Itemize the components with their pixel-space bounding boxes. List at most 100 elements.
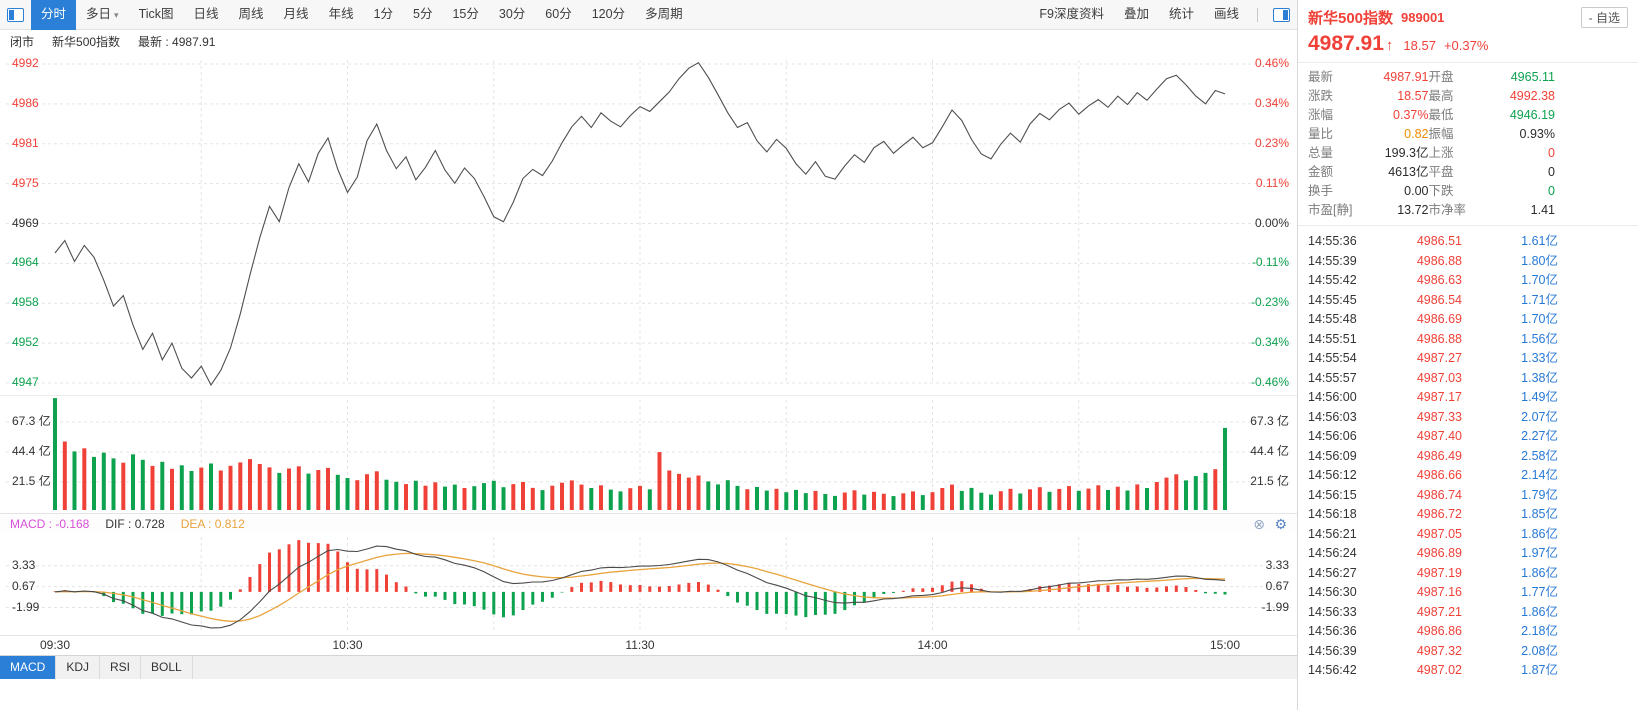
time-axis-label: 15:00: [1209, 638, 1241, 652]
tick-row[interactable]: 14:56:33 4987.21 1.86亿: [1298, 603, 1638, 623]
indicator-tab-macd[interactable]: MACD: [0, 656, 57, 679]
tick-row[interactable]: 14:56:39 4987.32 2.08亿: [1298, 642, 1638, 662]
stat-value-low: 4946.19: [1509, 108, 1555, 122]
tick-volume: 1.71亿: [1521, 292, 1558, 307]
tick-row[interactable]: 14:56:15 4986.74 1.79亿: [1298, 486, 1638, 506]
bottom-filler: [0, 679, 1297, 710]
stat-value-flat: 0: [1548, 165, 1555, 179]
stat-value-amount: 4613亿: [1388, 165, 1429, 179]
toolbar-item-overlay[interactable]: 叠加: [1123, 7, 1149, 21]
stat-value-amplitude: 0.93%: [1519, 127, 1555, 141]
panel-toggle-right-icon[interactable]: [1273, 7, 1290, 22]
tick-volume: 2.58亿: [1521, 448, 1558, 463]
tick-row[interactable]: 14:56:03 4987.33 2.07亿: [1298, 408, 1638, 428]
stat-label-change: 涨跌: [1308, 89, 1334, 103]
indicator-tab-boll[interactable]: BOLL: [141, 656, 193, 679]
time-axis-label: 11:30: [625, 638, 655, 652]
tick-row[interactable]: 14:56:21 4987.05 1.86亿: [1298, 525, 1638, 545]
toolbar-tab-min30[interactable]: 30分: [498, 7, 526, 21]
stat-label-pe-static: 市盈[静]: [1308, 203, 1353, 217]
toolbar-tab-duori[interactable]: 多日 ▾: [86, 7, 119, 21]
toolbar-tab-min1[interactable]: 1分: [373, 7, 394, 21]
indicator-tab-kdj[interactable]: KDJ: [56, 656, 101, 679]
tick-time: 14:56:15: [1308, 487, 1357, 502]
watchlist-toggle-button[interactable]: - 自选: [1580, 7, 1628, 28]
tick-row[interactable]: 14:55:57 4987.03 1.38亿: [1298, 369, 1638, 389]
toolbar-tab-fenshi[interactable]: 分时: [31, 0, 77, 30]
tick-price: 4987.40: [1416, 429, 1462, 443]
tick-row[interactable]: 14:55:48 4986.69 1.70亿: [1298, 310, 1638, 330]
macd-chart-svg: [6, 537, 1291, 631]
toolbar-tab-min5[interactable]: 5分: [413, 7, 433, 21]
intraday-price-line: [54, 61, 1226, 387]
tick-volume: 2.27亿: [1521, 429, 1558, 443]
tick-row[interactable]: 14:55:42 4986.63 1.70亿: [1298, 271, 1638, 291]
toolbar-item-statistics[interactable]: 统计: [1168, 7, 1194, 21]
tick-volume: 1.61亿: [1521, 234, 1558, 248]
stat-value-pb-ratio: 1.41: [1530, 203, 1555, 217]
toolbar-item-draw-line[interactable]: 画线: [1213, 7, 1239, 21]
tick-time: 14:56:06: [1308, 429, 1357, 443]
up-arrow-icon: ↑: [1385, 37, 1394, 54]
tick-volume: 1.86亿: [1521, 604, 1558, 619]
tick-price: 4987.02: [1416, 663, 1462, 677]
toolbar-tab-monthly[interactable]: 月线: [283, 7, 309, 21]
tick-row[interactable]: 14:56:12 4986.66 2.14亿: [1298, 466, 1638, 486]
tick-row[interactable]: 14:55:51 4986.88 1.56亿: [1298, 330, 1638, 350]
toolbar-tabs: 分时 多日 ▾ Tick图 日线 周线 月线 年线 1分 5分 15分 30分 60分 120分 多周期: [31, 0, 693, 30]
tick-row[interactable]: 14:56:09 4986.49 2.58亿: [1298, 447, 1638, 467]
stat-label-latest: 最新: [1308, 70, 1334, 84]
toolbar-tab-min60[interactable]: 60分: [545, 7, 572, 21]
quote-panel: 新华500指数 989001 - 自选 4987.91 ↑ 18.57 +0.3…: [1297, 0, 1638, 710]
tick-price: 4986.86: [1416, 624, 1462, 638]
tick-row[interactable]: 14:56:36 4986.86 2.18亿: [1298, 622, 1638, 642]
toolbar-tab-min15[interactable]: 15分: [452, 7, 479, 21]
tick-volume: 2.18亿: [1521, 624, 1558, 638]
tick-row[interactable]: 14:56:00 4987.17 1.49亿: [1298, 388, 1638, 408]
price-chart-pane[interactable]: 4992 4986 4981 4975 4969 4964 4958 4952 4947 0.46…: [0, 52, 1297, 395]
tick-time: 14:55:39: [1308, 253, 1357, 268]
tick-row[interactable]: 14:56:30 4987.16 1.77亿: [1298, 583, 1638, 603]
tick-time: 14:55:51: [1308, 331, 1357, 346]
stat-label-amplitude: 振幅: [1428, 127, 1454, 141]
close-indicator-icon[interactable]: ⊗: [1253, 516, 1265, 532]
toolbar-tab-tick[interactable]: Tick图: [138, 7, 174, 21]
volume-chart-svg: [6, 398, 1291, 510]
tick-time: 14:55:42: [1308, 273, 1357, 287]
tick-row[interactable]: 14:55:45 4986.54 1.71亿: [1298, 291, 1638, 311]
tick-volume: 1.97亿: [1521, 546, 1558, 560]
tick-price: 4986.51: [1416, 234, 1462, 248]
stat-label-pb-ratio: 市净率: [1428, 203, 1467, 217]
toolbar-tab-daily[interactable]: 日线: [193, 7, 219, 21]
toolbar-tab-multi-period[interactable]: 多周期: [645, 7, 683, 21]
toolbar-tab-min120[interactable]: 120分: [591, 7, 626, 21]
tick-row[interactable]: 14:55:54 4987.27 1.33亿: [1298, 349, 1638, 369]
tick-price: 4986.69: [1416, 312, 1462, 326]
tick-price: 4987.21: [1416, 604, 1462, 619]
tick-volume: 1.85亿: [1521, 507, 1558, 521]
panel-toggle-left-icon[interactable]: [7, 7, 24, 22]
tick-price: 4986.89: [1416, 546, 1462, 560]
toolbar-tab-weekly[interactable]: 周线: [238, 7, 264, 21]
macd-chart-pane[interactable]: 3.33 3.33 0.67 0.67 -1.99 -1.99: [0, 533, 1297, 635]
tick-list[interactable]: 14:55:36 4986.51 1.61亿 14:55:39 4986.88 1.80亿…: [1298, 226, 1638, 681]
toolbar-tab-yearly[interactable]: 年线: [328, 7, 354, 21]
tick-row[interactable]: 14:56:18 4986.72 1.85亿: [1298, 505, 1638, 525]
tick-row[interactable]: 14:56:24 4986.89 1.97亿: [1298, 544, 1638, 564]
tick-volume: 1.77亿: [1521, 585, 1558, 599]
toolbar-divider: [1257, 7, 1258, 22]
tick-row[interactable]: 14:55:39 4986.88 1.80亿: [1298, 252, 1638, 272]
tick-price: 4986.49: [1416, 448, 1462, 463]
tick-volume: 1.38亿: [1521, 370, 1558, 385]
indicator-settings-icon[interactable]: ⚙: [1274, 516, 1287, 532]
status-bar: 闭市 新华500指数 最新 : 4987.91: [0, 30, 1297, 52]
tick-row[interactable]: 14:55:36 4986.51 1.61亿: [1298, 232, 1638, 252]
dropdown-caret-icon: ▾: [114, 10, 119, 20]
volume-chart-pane[interactable]: 67.3 亿 67.3 亿 44.4 亿 44.4 亿 21.5 亿 21.5 亿: [0, 395, 1297, 513]
tick-row[interactable]: 14:56:06 4987.40 2.27亿: [1298, 427, 1638, 447]
indicator-tab-rsi[interactable]: RSI: [100, 656, 142, 679]
toolbar-item-f9-depth-info[interactable]: F9深度资料: [1039, 7, 1104, 21]
tick-row[interactable]: 14:56:42 4987.02 1.87亿: [1298, 661, 1638, 681]
tick-time: 14:55:48: [1308, 312, 1357, 326]
tick-row[interactable]: 14:56:27 4987.19 1.86亿: [1298, 564, 1638, 584]
